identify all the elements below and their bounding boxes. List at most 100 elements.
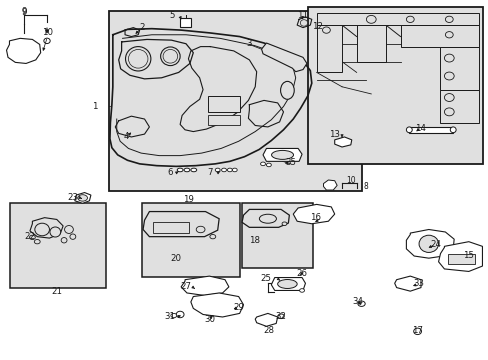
Polygon shape — [255, 314, 277, 326]
Text: 4: 4 — [123, 132, 129, 141]
Text: 12: 12 — [311, 22, 323, 31]
Ellipse shape — [406, 127, 411, 133]
Ellipse shape — [266, 163, 271, 167]
Bar — [153, 222, 189, 233]
Ellipse shape — [259, 214, 276, 223]
Ellipse shape — [227, 168, 232, 172]
Text: 21: 21 — [51, 287, 62, 296]
Polygon shape — [438, 242, 482, 271]
Ellipse shape — [44, 38, 50, 44]
Ellipse shape — [177, 168, 183, 172]
Ellipse shape — [170, 314, 176, 318]
Ellipse shape — [277, 279, 297, 288]
Text: 33: 33 — [412, 279, 423, 288]
Polygon shape — [439, 47, 478, 90]
Ellipse shape — [78, 195, 87, 201]
Ellipse shape — [445, 32, 452, 38]
Ellipse shape — [299, 289, 304, 292]
Text: 16: 16 — [309, 213, 320, 222]
Text: 30: 30 — [203, 315, 214, 324]
Polygon shape — [143, 212, 219, 237]
Ellipse shape — [34, 239, 40, 244]
Polygon shape — [181, 276, 228, 296]
Ellipse shape — [413, 328, 421, 334]
Text: 18: 18 — [248, 236, 259, 245]
Ellipse shape — [449, 127, 455, 133]
Polygon shape — [242, 210, 289, 227]
Text: 15: 15 — [462, 251, 473, 260]
Text: 28: 28 — [263, 326, 274, 335]
Polygon shape — [6, 39, 41, 63]
Bar — [242, 203, 312, 268]
Text: 25: 25 — [260, 274, 271, 283]
Text: 8: 8 — [363, 182, 368, 191]
Polygon shape — [394, 276, 420, 291]
Text: 1: 1 — [92, 102, 97, 111]
Text: 32: 32 — [275, 312, 286, 321]
Polygon shape — [30, 218, 63, 238]
Text: 31: 31 — [163, 312, 175, 321]
Ellipse shape — [444, 72, 453, 80]
Text: 14: 14 — [414, 123, 425, 132]
Ellipse shape — [444, 108, 453, 116]
Ellipse shape — [418, 235, 438, 252]
Polygon shape — [271, 278, 305, 291]
Polygon shape — [334, 137, 351, 147]
Ellipse shape — [61, 238, 67, 243]
Text: 20: 20 — [170, 255, 182, 264]
Text: 24: 24 — [429, 240, 440, 249]
Polygon shape — [263, 148, 302, 161]
Text: 27: 27 — [180, 282, 191, 291]
Bar — [447, 253, 474, 264]
Polygon shape — [408, 127, 452, 133]
Bar — [142, 203, 239, 277]
Polygon shape — [406, 229, 453, 258]
Polygon shape — [75, 193, 91, 203]
Text: 9: 9 — [21, 8, 27, 17]
Ellipse shape — [64, 226, 73, 233]
Text: 2: 2 — [139, 23, 144, 32]
Text: 11: 11 — [297, 11, 308, 20]
Ellipse shape — [444, 94, 453, 102]
Text: 35: 35 — [285, 158, 296, 167]
Ellipse shape — [260, 162, 265, 166]
Polygon shape — [190, 293, 243, 317]
Bar — [307, 7, 483, 164]
Polygon shape — [316, 13, 478, 25]
Bar — [207, 115, 239, 126]
Ellipse shape — [271, 150, 293, 159]
Ellipse shape — [35, 223, 49, 236]
Ellipse shape — [282, 222, 286, 226]
Text: 29: 29 — [233, 303, 244, 312]
Ellipse shape — [277, 314, 284, 319]
Bar — [109, 12, 361, 191]
Ellipse shape — [29, 235, 35, 239]
Ellipse shape — [176, 311, 183, 318]
Ellipse shape — [190, 168, 196, 172]
Text: 10: 10 — [346, 176, 355, 185]
Text: 9: 9 — [21, 7, 27, 16]
Text: 7: 7 — [207, 168, 213, 177]
Ellipse shape — [406, 16, 413, 22]
Text: 6: 6 — [167, 168, 173, 177]
Ellipse shape — [128, 49, 148, 68]
Ellipse shape — [183, 168, 189, 172]
Ellipse shape — [366, 15, 375, 23]
Polygon shape — [439, 90, 478, 123]
Text: 13: 13 — [328, 130, 340, 139]
Polygon shape — [323, 180, 336, 190]
Bar — [10, 203, 105, 288]
Polygon shape — [356, 25, 385, 62]
Polygon shape — [261, 43, 306, 72]
Text: 23: 23 — [67, 193, 78, 202]
Ellipse shape — [163, 49, 177, 63]
Polygon shape — [293, 204, 334, 224]
Ellipse shape — [160, 47, 180, 66]
Ellipse shape — [50, 227, 61, 237]
Polygon shape — [316, 25, 341, 72]
Text: 34: 34 — [351, 297, 363, 306]
Ellipse shape — [196, 226, 204, 233]
Ellipse shape — [209, 234, 215, 239]
Ellipse shape — [322, 27, 330, 33]
Ellipse shape — [232, 168, 237, 172]
